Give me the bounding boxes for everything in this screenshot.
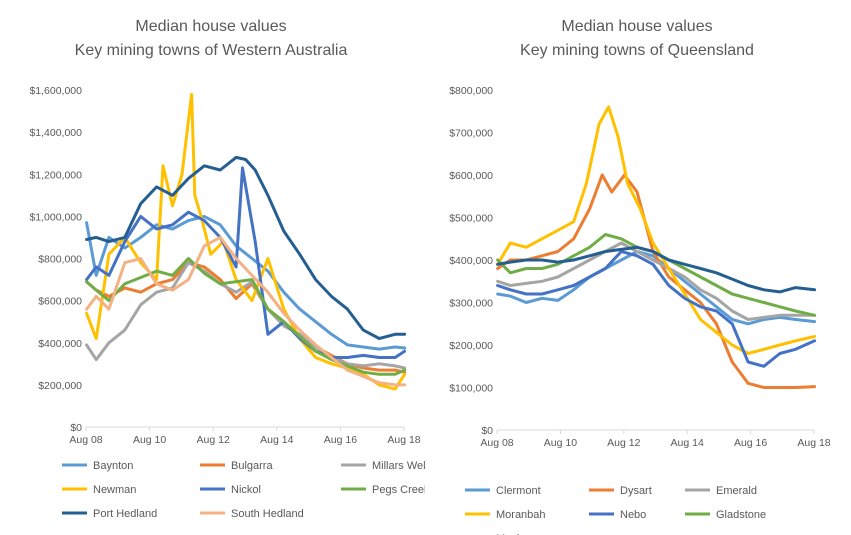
legend-item-bulgarra: Bulgarra [200,460,273,472]
y-tick-label: $1,200,000 [29,169,82,181]
legend-label: Gladstone [716,509,766,521]
y-tick-label: $700,000 [449,128,493,140]
y-tick-label: $1,400,000 [29,127,82,139]
series-line-nebo [496,250,817,368]
y-tick-label: $600,000 [38,296,82,308]
chart-title: Median house values [135,18,286,35]
legend-label: Millars Well [372,460,425,472]
chart-subtitle: Key mining towns of Western Australia [75,42,348,59]
x-tick-label: Aug 14 [260,434,293,446]
series-line-south-hedland [85,235,407,387]
x-tick-label: Aug 12 [197,434,230,446]
legend-label: Mackay [496,533,534,535]
legend-label: Port Hedland [93,508,157,520]
series-line-mackay [496,245,817,294]
x-tick-label: Aug 16 [324,434,357,446]
y-tick-label: $0 [481,425,493,437]
legend-item-south-hedland: South Hedland [200,508,304,520]
series-line-clermont [496,250,817,326]
y-tick-label: $200,000 [449,340,493,352]
legend-item-nebo: Nebo [589,509,646,521]
legend-item-port-hedland: Port Hedland [62,508,157,520]
legend-item-clermont: Clermont [465,485,541,497]
legend-item-pegs-creek: Pegs Creek [341,484,425,496]
series-line-moranbah [496,105,817,355]
y-tick-label: $800,000 [449,85,493,97]
x-tick-label: Aug 10 [544,437,577,449]
y-tick-label: $400,000 [449,255,493,267]
legend-label: Bulgarra [231,460,273,472]
series-line-baynton [85,214,407,351]
series-line-emerald [496,241,817,321]
y-tick-label: $400,000 [38,338,82,350]
legend-label: Newman [93,484,136,496]
legend-label: Pegs Creek [372,484,425,496]
legend-item-mackay: Mackay [496,533,534,535]
y-tick-label: $200,000 [38,380,82,392]
legend-label: Dysart [620,485,652,497]
y-tick-label: $600,000 [449,170,493,182]
x-tick-label: Aug 18 [797,437,830,449]
y-tick-label: $0 [70,422,82,434]
series-line-pegs-creek [85,257,407,376]
legend-label: Nebo [620,509,646,521]
legend-label: Emerald [716,485,757,497]
chart-queensland: Median house values Key mining towns of Q… [449,18,831,535]
legend-label: Clermont [496,485,541,497]
legend-item-baynton: Baynton [62,460,133,472]
x-tick-label: Aug 16 [734,437,767,449]
x-tick-label: Aug 10 [133,434,166,446]
y-tick-label: $1,000,000 [29,211,82,223]
y-tick-label: $800,000 [38,254,82,266]
legend-item-nickol: Nickol [200,484,261,496]
y-tick-label: $100,000 [449,383,493,395]
legend-item-millars-well: Millars Well [341,460,425,472]
chart-title: Median house values [561,18,712,35]
legend-label: Baynton [93,460,133,472]
legend-item-dysart: Dysart [589,485,652,497]
legend-label: Moranbah [496,509,546,521]
legend-item-emerald: Emerald [685,485,757,497]
x-tick-label: Aug 08 [480,437,513,449]
legend-item-moranbah: Moranbah [465,509,546,521]
legend-item-gladstone: Gladstone [685,509,766,521]
x-tick-label: Aug 14 [671,437,704,449]
x-tick-label: Aug 08 [69,434,102,446]
series-line-millars-well [85,261,407,370]
legend-label: South Hedland [231,508,304,520]
series-line-port-hedland [85,155,407,340]
y-tick-label: $300,000 [449,298,493,310]
series-line-nickol [85,166,407,359]
y-tick-label: $1,600,000 [29,85,82,97]
chart-western-australia: Median house values Key mining towns of W… [29,18,425,520]
legend-label: Nickol [231,484,261,496]
legend-item-newman: Newman [62,484,136,496]
x-tick-label: Aug 12 [607,437,640,449]
chart-subtitle: Key mining towns of Queensland [520,42,754,59]
x-tick-label: Aug 18 [387,434,420,446]
y-tick-label: $500,000 [449,213,493,225]
